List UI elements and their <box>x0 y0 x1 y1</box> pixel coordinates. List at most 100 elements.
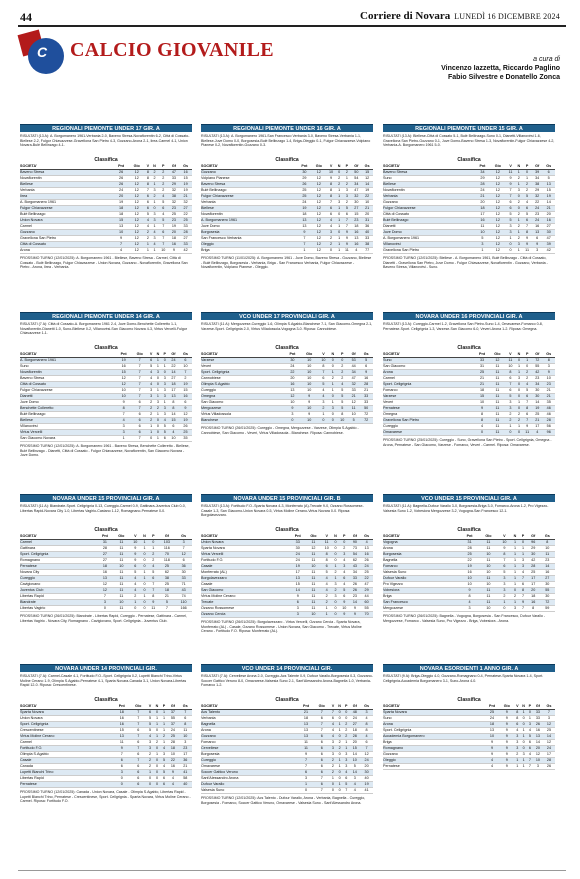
table-cell: 0 <box>161 357 169 364</box>
table-cell: Libertas Rapid <box>20 775 114 782</box>
table-cell: Fulgor Chiavazzese <box>20 205 114 212</box>
table-cell: 6 <box>144 205 152 212</box>
table-cell: 1 <box>510 599 520 606</box>
standings-table: SOCIETA' Pnt Gio V N P Gf Gs Sparta Novara 18 7 6 0 1… <box>20 704 192 788</box>
table-cell: 11 <box>474 223 491 230</box>
table-cell: 12 <box>128 169 145 176</box>
table-row: Libertas Rapid 0 6 0 0 6 4 58 <box>20 775 192 782</box>
table-cell: 7 <box>131 405 148 412</box>
table-cell: 1 <box>520 709 527 716</box>
table-cell: 4 <box>321 587 333 594</box>
table-cell: 12 <box>361 175 373 182</box>
table-cell: 8 <box>519 587 527 594</box>
table-cell: 0 <box>154 417 162 424</box>
table-cell: 7 <box>144 187 152 194</box>
table-cell: 12 <box>311 175 327 182</box>
table-cell: 2 <box>146 763 154 770</box>
table-cell: Fomarco <box>201 739 299 746</box>
table-cell: 9 <box>531 241 543 248</box>
table-cell: 1 <box>335 235 343 242</box>
table-cell: 10 <box>115 387 132 394</box>
table-row: Baveno Stresa 26 12 8 2 2 34 14 <box>201 181 373 188</box>
panel-header: NOVARA UNDER 15 PROVINCIALI GIR. A <box>20 494 192 502</box>
table-cell: 1 <box>332 563 339 570</box>
table-cell: 16 <box>351 241 362 248</box>
table-cell: 1 <box>154 411 162 418</box>
table-cell: 8 <box>460 593 479 600</box>
table-cell: 3 <box>343 751 350 758</box>
table-cell: 8 <box>336 411 348 418</box>
table-cell: 9 <box>484 739 500 746</box>
table-cell: San Giacomo <box>383 363 475 370</box>
table-cell: 0 <box>515 387 523 394</box>
table-cell: 7 <box>178 709 192 716</box>
table-cell: 0 <box>332 539 339 546</box>
table-cell: 0 <box>519 539 527 546</box>
table-cell: 18 <box>298 715 314 722</box>
table-cell: 9 <box>505 175 516 182</box>
table-cell: 36 <box>361 223 373 230</box>
table-row: Bagnella 22 11 7 1 3 42 23 <box>383 557 555 564</box>
table-cell: 18 <box>351 223 362 230</box>
table-cell: 11 <box>489 387 506 394</box>
table-cell: 1 <box>515 181 523 188</box>
table-cell: 2 <box>147 405 155 412</box>
table-cell: 1 <box>336 721 344 728</box>
table-row: Carmel 21 11 6 3 2 23 10 <box>383 375 555 382</box>
table-cell: 1 <box>520 733 527 740</box>
table-cell: 16 <box>178 393 192 400</box>
section-logo-icon: C <box>17 28 68 76</box>
table-cell: 14 <box>349 599 361 606</box>
table-cell: 12 <box>311 211 327 218</box>
standings-panel: REGIONALI PIEMONTE UNDER 16 GIR. A RISULT… <box>201 124 373 270</box>
table-cell: 1 <box>510 581 520 588</box>
table-cell: 11 <box>305 557 322 564</box>
table-cell: 0 <box>153 745 161 752</box>
table-cell: 20 <box>284 375 301 382</box>
table-cell: 0 <box>153 769 161 776</box>
credits-name-1: Vincenzo Iazzetta, Riccardo Paglino <box>441 65 560 72</box>
column-header: N <box>336 704 344 710</box>
table-cell: 19 <box>179 181 192 188</box>
table-cell: 3 <box>505 229 516 236</box>
column-header: Gf <box>531 164 543 170</box>
table-cell: 11 <box>113 605 130 612</box>
table-cell: 7 <box>131 393 148 400</box>
table-cell: 4 <box>326 223 336 230</box>
table-cell: 18 <box>168 381 179 388</box>
table-cell: 13 <box>290 575 306 582</box>
table-cell: 2 <box>336 739 344 746</box>
table-cell: 1 <box>154 435 162 442</box>
table-cell: 12 <box>490 235 506 242</box>
table-cell: 10 <box>300 417 318 424</box>
table-cell: 4 <box>532 429 543 436</box>
table-cell: 7 <box>131 435 148 442</box>
table-cell: 2 <box>343 733 350 740</box>
table-cell: 4 <box>115 417 132 424</box>
table-row: Trecate 6 11 2 0 9 14 60 <box>201 599 373 606</box>
table-cell: 18 <box>113 211 129 218</box>
table-cell: 10 <box>305 611 322 618</box>
table-cell: 3 <box>498 587 511 594</box>
table-cell: 11 <box>478 557 499 564</box>
table-cell: 6 <box>131 417 148 424</box>
table-cell: 5 <box>505 211 516 218</box>
table-cell: 12 <box>311 205 327 212</box>
table-cell: 1 <box>515 423 523 430</box>
table-cell: 9 <box>300 399 318 406</box>
table-cell: 6 <box>113 757 130 764</box>
column-header: V <box>514 704 521 710</box>
table-cell: 6 <box>144 199 152 206</box>
table-cell: 5 <box>505 393 516 400</box>
table-cell: 6 <box>129 781 147 788</box>
column-header: Gf <box>347 352 360 358</box>
panel-header: REGIONALI PIEMONTE UNDER 14 GIR. A <box>20 312 192 320</box>
table-cell: 1 <box>336 757 344 764</box>
column-header: P <box>522 352 533 358</box>
column-header: Gs <box>542 164 555 170</box>
table-row: Pernatese 18 10 6 0 4 25 36 <box>20 563 192 570</box>
table-cell: 11 <box>113 569 130 576</box>
column-header: Gs <box>360 704 373 710</box>
next-round-text: PROSSIMO TURNO (12/01/2025): A. Borgoman… <box>20 256 188 269</box>
table-cell: 0 <box>335 211 343 218</box>
